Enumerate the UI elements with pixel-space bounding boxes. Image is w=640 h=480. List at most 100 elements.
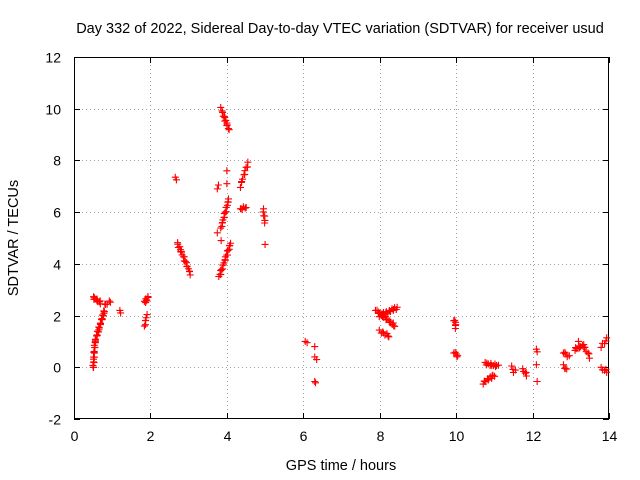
data-point [241, 167, 249, 175]
x-tick-labels: 0 2 4 6 8 10 12 14 [71, 428, 618, 444]
y-axis-title: SDTVAR / TECUs [6, 180, 22, 296]
data-point [561, 348, 569, 356]
data-point [261, 240, 269, 248]
x-tick-label: 12 [526, 428, 542, 444]
data-point [384, 332, 392, 340]
data-point [453, 353, 461, 361]
data-point [225, 126, 233, 134]
data-point [451, 325, 459, 332]
data-point [312, 379, 320, 387]
data-point [223, 180, 231, 188]
data-point [95, 324, 103, 332]
data-point [532, 361, 540, 369]
x-tick-label: 4 [224, 428, 232, 444]
data-point [96, 319, 104, 327]
data-point [602, 365, 610, 373]
data-point [117, 309, 125, 317]
data-point [105, 297, 113, 305]
data-point [213, 229, 221, 237]
data-point [177, 247, 185, 255]
data-point [221, 208, 229, 216]
data-point [143, 311, 151, 319]
data-point [186, 267, 194, 275]
data-point [533, 348, 541, 356]
y-tick-label: 10 [45, 102, 61, 118]
data-point [140, 322, 148, 330]
axis-ticks [74, 57, 610, 420]
data-point [581, 343, 589, 351]
data-point [223, 121, 231, 129]
data-point [217, 266, 225, 274]
y-tick-labels: -2 0 2 4 6 8 10 12 [45, 50, 61, 428]
data-point [218, 219, 226, 227]
data-point [584, 349, 592, 357]
data-point [565, 352, 573, 360]
data-point [391, 322, 399, 330]
x-axis-title: GPS time / hours [286, 458, 396, 474]
data-point [303, 339, 311, 347]
y-tick-label: 4 [53, 257, 61, 273]
data-point [585, 350, 593, 358]
x-tick-label: 0 [71, 428, 79, 444]
data-point [238, 175, 246, 183]
y-tick-label: 2 [53, 309, 61, 325]
data-point [224, 125, 232, 133]
data-point [223, 167, 231, 175]
chart-title: Day 332 of 2022, Sidereal Day-to-day VTE… [76, 21, 604, 37]
data-point [227, 239, 235, 247]
data-point [508, 362, 516, 370]
x-tick-label: 14 [602, 428, 618, 444]
data-point [236, 183, 244, 191]
data-point [217, 224, 225, 232]
data-point [386, 317, 394, 325]
data-point [489, 371, 497, 379]
data-point [224, 198, 232, 206]
data-point [91, 336, 99, 344]
plot-frame [74, 57, 609, 419]
data-point [100, 308, 108, 316]
data-point [217, 237, 225, 245]
y-tick-label: -2 [49, 412, 62, 428]
data-point [509, 368, 517, 376]
data-point [172, 176, 180, 184]
data-point [214, 181, 222, 189]
data-point [574, 337, 582, 345]
x-tick-label: 2 [147, 428, 155, 444]
data-point [311, 343, 319, 351]
data-point [261, 219, 269, 227]
data-point [313, 356, 321, 364]
data-point [100, 307, 108, 315]
y-tick-label: 0 [53, 360, 61, 376]
data-point [242, 203, 250, 211]
x-tick-label: 6 [300, 428, 308, 444]
data-point [311, 378, 319, 386]
data-points [89, 103, 611, 388]
data-point [603, 368, 611, 376]
data-point [559, 361, 567, 369]
data-point [217, 103, 225, 111]
data-point [454, 352, 462, 360]
data-point [181, 257, 189, 265]
data-point [393, 303, 401, 311]
x-tick-label: 10 [449, 428, 465, 444]
data-point [522, 372, 530, 380]
data-point [186, 271, 194, 279]
data-point [533, 378, 541, 386]
data-point [176, 243, 184, 251]
data-point [494, 361, 502, 369]
data-point [385, 333, 393, 341]
data-point [491, 372, 499, 380]
data-point [224, 246, 232, 254]
data-point [213, 185, 221, 193]
y-tick-label: 8 [53, 153, 61, 169]
data-point [603, 334, 611, 342]
data-point [244, 158, 252, 166]
data-point [142, 314, 150, 322]
data-point [563, 365, 571, 373]
data-point [585, 354, 593, 362]
x-tick-label: 8 [377, 428, 385, 444]
data-point [224, 195, 232, 203]
y-tick-label: 12 [45, 50, 61, 66]
data-point [492, 363, 500, 371]
